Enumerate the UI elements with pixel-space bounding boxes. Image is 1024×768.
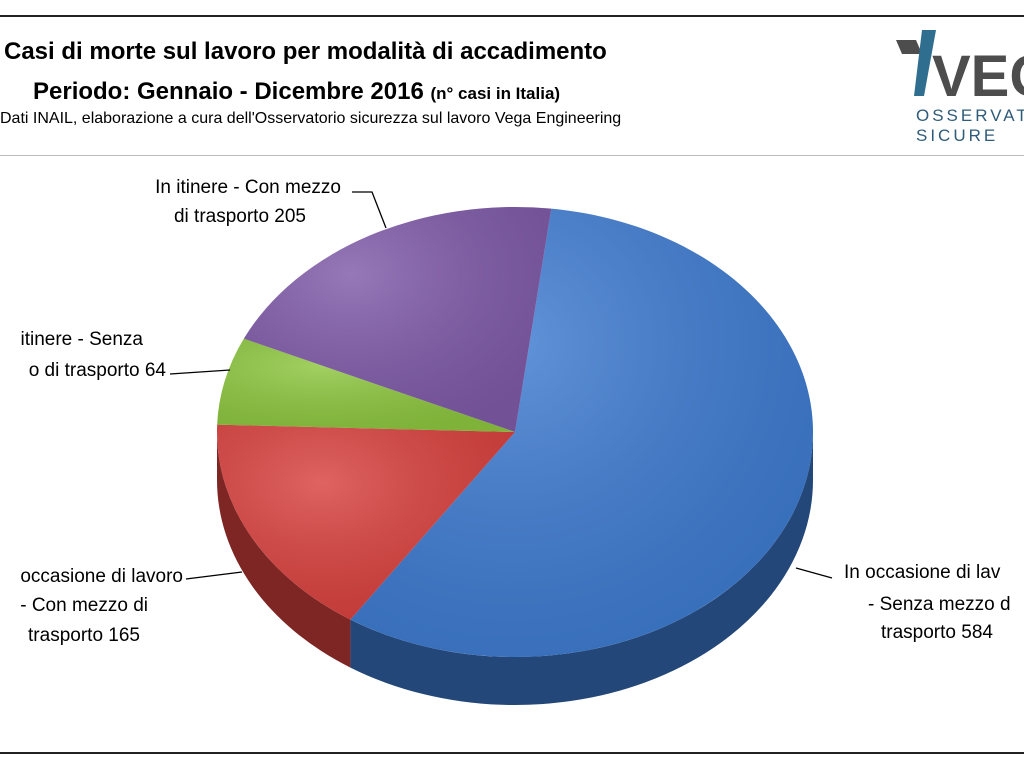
slice-label-2-line-0: itinere - Senza	[20, 329, 143, 350]
slice-side-0	[350, 432, 813, 706]
bottom-border	[0, 752, 1024, 754]
chart-title: Casi di morte sul lavoro per modalità di…	[4, 38, 607, 65]
leader-line-3	[352, 191, 387, 229]
slice-label-0-line-2: trasporto 584	[881, 622, 993, 643]
period-text: Periodo: Gennaio - Dicembre 2016	[33, 78, 424, 105]
top-border	[0, 15, 1024, 17]
logo-line2: SICURE	[916, 126, 999, 145]
slice-label-3-line-1: di trasporto 205	[174, 206, 306, 227]
slice-side-1	[217, 432, 351, 668]
pie-slice-shine-1	[217, 424, 515, 620]
logo-brand-text: VEG	[932, 44, 1024, 108]
pie-slice-shine-2	[217, 338, 515, 432]
slice-label-1-line-1: - Con mezzo di	[20, 595, 148, 616]
slice-label-1-line-0: occasione di lavoro	[20, 566, 183, 587]
chart-period: Periodo: Gennaio - Dicembre 2016 (n° cas…	[33, 78, 560, 106]
slice-label-0-line-1: - Senza mezzo d	[868, 594, 1011, 615]
pie-slices	[217, 207, 813, 657]
logo-bar-grey	[896, 40, 922, 54]
chart-subtitle: Dati INAIL, elaborazione a cura dell'Oss…	[0, 110, 622, 127]
logo-line1: OSSERVAT	[916, 106, 1024, 125]
slice-label-3-line-0: In itinere - Con mezzo	[155, 177, 341, 198]
pie-depth-walls	[217, 432, 813, 706]
pie-slice-shine-0	[350, 208, 813, 657]
leader-line-2	[169, 369, 231, 375]
logo-v-teal	[914, 30, 936, 96]
period-note: (n° casi in Italia)	[430, 84, 561, 103]
header-separator	[0, 155, 1024, 156]
slice-label-0-line-0: In occasione di lav	[844, 562, 1001, 583]
slice-labels: In occasione di lav - Senza mezzo d traspo…	[20, 177, 1010, 646]
leader-line-0	[795, 567, 833, 579]
vega-logo-mark: VEG	[896, 30, 1024, 109]
vega-logo: VEG OSSERVAT SICURE	[892, 22, 1024, 152]
slice-label-2-line-1: o di trasporto 64	[29, 360, 167, 381]
pie-slice-shine-3	[243, 207, 552, 432]
slice-label-1-line-2: trasporto 165	[28, 625, 140, 646]
leader-lines	[169, 191, 833, 580]
leader-line-1	[185, 571, 243, 580]
